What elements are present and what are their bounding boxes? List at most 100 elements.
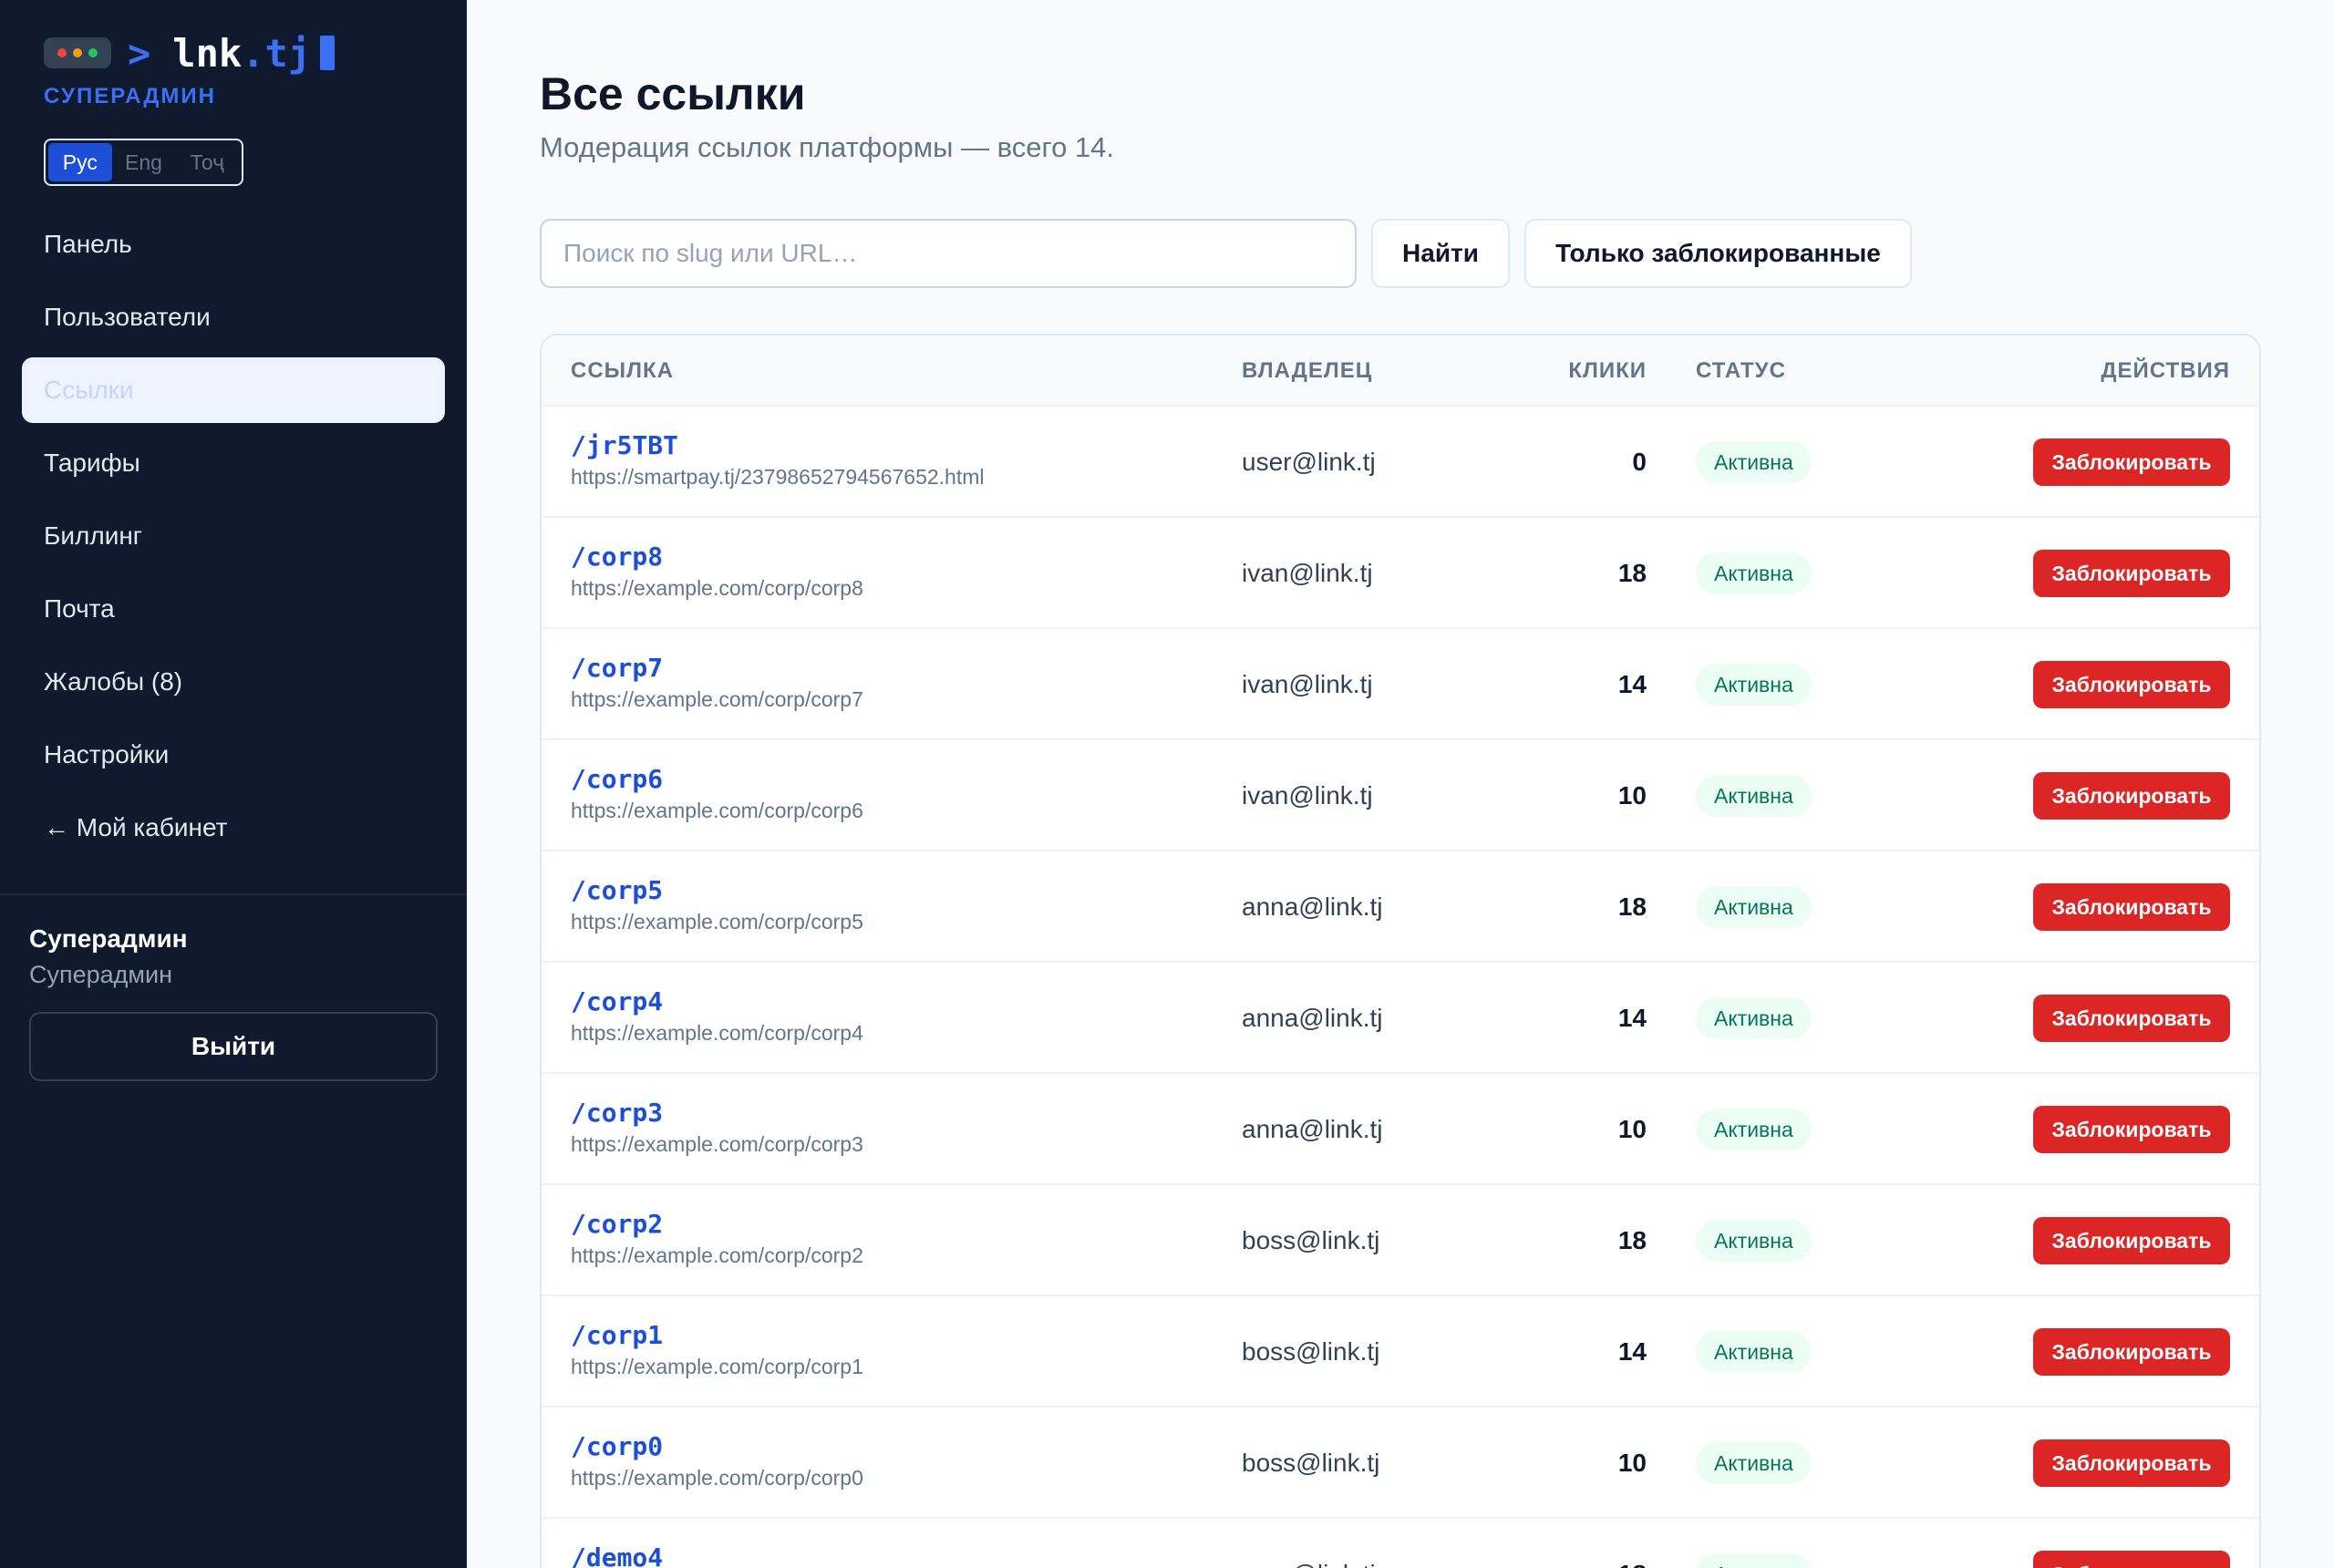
lang-option-ru[interactable]: Рус bbox=[48, 143, 112, 181]
sidebar-item-my-cabinet[interactable]: ← Мой кабинет bbox=[44, 813, 228, 841]
block-button[interactable]: Заблокировать bbox=[2033, 661, 2230, 708]
red-dot-icon bbox=[57, 48, 67, 57]
status-badge: Активна bbox=[1696, 664, 1812, 706]
status-badge: Активна bbox=[1696, 552, 1812, 594]
yellow-dot-icon bbox=[73, 48, 82, 57]
page-subtitle: Модерация ссылок платформы — всего 14. bbox=[540, 131, 1115, 163]
link-slug[interactable]: /jr5TBT bbox=[571, 430, 679, 460]
sidebar-item-settings[interactable]: Настройки bbox=[44, 740, 170, 769]
link-slug[interactable]: /corp1 bbox=[571, 1320, 664, 1350]
find-button[interactable]: Найти bbox=[1371, 219, 1510, 288]
status-badge: Активна bbox=[1696, 997, 1812, 1039]
link-owner: user@link.tj bbox=[1242, 448, 1376, 476]
logo[interactable]: > lnk .tj bbox=[44, 27, 336, 78]
table-row: /corp7 https://example.com/corp/corp7 iv… bbox=[542, 629, 2259, 740]
link-url: https://example.com/corp/corp4 bbox=[571, 1021, 863, 1045]
sidebar-item-complaints[interactable]: Жалобы (8) bbox=[44, 667, 183, 696]
sidebar-item-mail[interactable]: Почта bbox=[44, 594, 115, 623]
link-url: https://smartpay.tj/23798652794567652.ht… bbox=[571, 465, 985, 489]
status-badge: Активна bbox=[1696, 775, 1812, 817]
link-clicks: 18 bbox=[1617, 892, 1647, 921]
link-slug[interactable]: /corp0 bbox=[571, 1431, 664, 1461]
logo-tld: .tj bbox=[242, 30, 312, 76]
status-badge: Активна bbox=[1696, 1553, 1812, 1568]
table-row: /corp5 https://example.com/corp/corp5 an… bbox=[542, 851, 2259, 963]
status-badge: Активна bbox=[1696, 1331, 1812, 1373]
lang-option-tj[interactable]: Тоҷ bbox=[190, 150, 224, 174]
link-slug[interactable]: /corp4 bbox=[571, 986, 664, 1016]
link-clicks: 18 bbox=[1617, 1226, 1647, 1254]
block-button[interactable]: Заблокировать bbox=[2033, 1439, 2230, 1487]
sidebar-item-dashboard[interactable]: Панель bbox=[44, 230, 132, 258]
table-row: /corp8 https://example.com/corp/corp8 iv… bbox=[542, 518, 2259, 629]
link-slug[interactable]: /corp3 bbox=[571, 1098, 664, 1128]
sidebar-nav: Панель Пользователи Ссылки Тарифы Биллин… bbox=[22, 211, 445, 868]
link-owner: anna@link.tj bbox=[1242, 1115, 1383, 1143]
link-clicks: 10 bbox=[1617, 781, 1647, 810]
table-row: /corp0 https://example.com/corp/corp0 bo… bbox=[542, 1408, 2259, 1519]
link-owner: boss@link.tj bbox=[1242, 1337, 1380, 1366]
link-clicks: 14 bbox=[1617, 1004, 1647, 1032]
link-url: https://example.com/corp/corp3 bbox=[571, 1132, 863, 1156]
link-url: https://example.com/corp/corp6 bbox=[571, 799, 863, 822]
status-badge: Активна bbox=[1696, 1109, 1812, 1150]
block-button[interactable]: Заблокировать bbox=[2033, 772, 2230, 820]
block-button[interactable]: Заблокировать bbox=[2033, 995, 2230, 1042]
link-clicks: 18 bbox=[1617, 559, 1647, 587]
block-button[interactable]: Заблокировать bbox=[2033, 883, 2230, 931]
column-header-owner: ВЛАДЕЛЕЦ bbox=[1242, 358, 1373, 383]
link-owner: anna@link.tj bbox=[1242, 892, 1383, 921]
block-button[interactable]: Заблокировать bbox=[2033, 1217, 2230, 1264]
column-header-clicks: КЛИКИ bbox=[1568, 358, 1647, 383]
link-clicks: 0 bbox=[1632, 448, 1647, 476]
block-button[interactable]: Заблокировать bbox=[2033, 1328, 2230, 1376]
block-button[interactable]: Заблокировать bbox=[2033, 550, 2230, 597]
logout-button[interactable]: Выйти bbox=[29, 1012, 438, 1081]
link-slug[interactable]: /corp8 bbox=[571, 542, 664, 572]
link-owner: boss@link.tj bbox=[1242, 1226, 1380, 1254]
column-header-actions: ДЕЙСТВИЯ bbox=[2101, 358, 2230, 383]
status-badge: Активна bbox=[1696, 441, 1812, 483]
table-row: /corp6 https://example.com/corp/corp6 iv… bbox=[542, 740, 2259, 851]
sidebar-item-users[interactable]: Пользователи bbox=[44, 303, 211, 331]
role-label: СУПЕРАДМИН bbox=[44, 84, 216, 108]
block-button[interactable]: Заблокировать bbox=[2033, 438, 2230, 486]
link-slug[interactable]: /corp5 bbox=[571, 875, 664, 905]
window-dots-icon bbox=[44, 37, 111, 68]
cursor-block-icon bbox=[320, 36, 336, 70]
table-header: ССЫЛКА ВЛАДЕЛЕЦ КЛИКИ СТАТУС ДЕЙСТВИЯ bbox=[542, 335, 2259, 407]
column-header-link: ССЫЛКА bbox=[571, 358, 674, 383]
search-input[interactable] bbox=[540, 219, 1357, 288]
link-owner: user@link.tj bbox=[1242, 1519, 1376, 1568]
link-clicks: 10 bbox=[1617, 1449, 1647, 1477]
link-slug[interactable]: /demo4 bbox=[571, 1542, 664, 1568]
logo-name: lnk bbox=[172, 30, 243, 76]
block-button[interactable]: Заблокировать bbox=[2033, 1551, 2230, 1568]
table-row: /corp4 https://example.com/corp/corp4 an… bbox=[542, 963, 2259, 1074]
main-content: Все ссылки Модерация ссылок платформы — … bbox=[467, 0, 2334, 1568]
link-url: https://example.com/corp/corp5 bbox=[571, 910, 863, 934]
sidebar-divider bbox=[0, 893, 467, 895]
link-url: https://example.com/corp/corp1 bbox=[571, 1355, 863, 1378]
lang-option-en[interactable]: Eng bbox=[125, 150, 162, 174]
link-slug[interactable]: /corp6 bbox=[571, 764, 664, 794]
only-blocked-filter-button[interactable]: Только заблокированные bbox=[1524, 219, 1912, 288]
logo-prompt: > bbox=[128, 30, 151, 76]
sidebar-item-links[interactable]: Ссылки bbox=[22, 357, 445, 423]
user-role: Суперадмин bbox=[29, 961, 172, 988]
link-url: https://example.com/corp/corp2 bbox=[571, 1243, 863, 1267]
sidebar-item-tariffs[interactable]: Тарифы bbox=[44, 449, 140, 477]
link-owner: ivan@link.tj bbox=[1242, 781, 1373, 810]
link-slug[interactable]: /corp2 bbox=[571, 1209, 664, 1239]
column-header-status: СТАТУС bbox=[1696, 358, 1786, 383]
link-slug[interactable]: /corp7 bbox=[571, 653, 664, 683]
user-name: Суперадмин bbox=[29, 924, 188, 953]
block-button[interactable]: Заблокировать bbox=[2033, 1106, 2230, 1153]
link-clicks: 10 bbox=[1617, 1115, 1647, 1143]
link-clicks: 18 bbox=[1618, 1519, 1647, 1568]
sidebar-item-billing[interactable]: Биллинг bbox=[44, 521, 143, 550]
link-url: https://example.com/corp/corp8 bbox=[571, 576, 863, 600]
table-row: /demo4 user@link.tj 18 Активна Заблокиро… bbox=[542, 1519, 2259, 1568]
table-row: /corp3 https://example.com/corp/corp3 an… bbox=[542, 1074, 2259, 1185]
green-dot-icon bbox=[88, 48, 98, 57]
